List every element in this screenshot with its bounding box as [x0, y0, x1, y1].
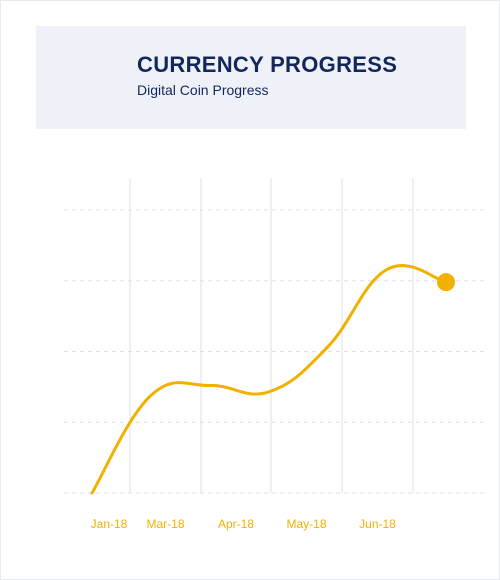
last-point-marker[interactable]	[437, 273, 455, 292]
x-tick-label: Mar-18	[146, 517, 184, 531]
x-tick-label: Apr-18	[218, 517, 254, 531]
series-line	[90, 264, 448, 495]
x-tick-label: Jan-18	[91, 517, 128, 531]
x-tick-label: May-18	[286, 517, 326, 531]
chart-header: CURRENCY PROGRESS Digital Coin Progress	[36, 26, 466, 129]
chart-subtitle: Digital Coin Progress	[137, 82, 269, 98]
chart-title: CURRENCY PROGRESS	[137, 52, 398, 77]
x-tick-label: Jun-18	[359, 517, 396, 531]
